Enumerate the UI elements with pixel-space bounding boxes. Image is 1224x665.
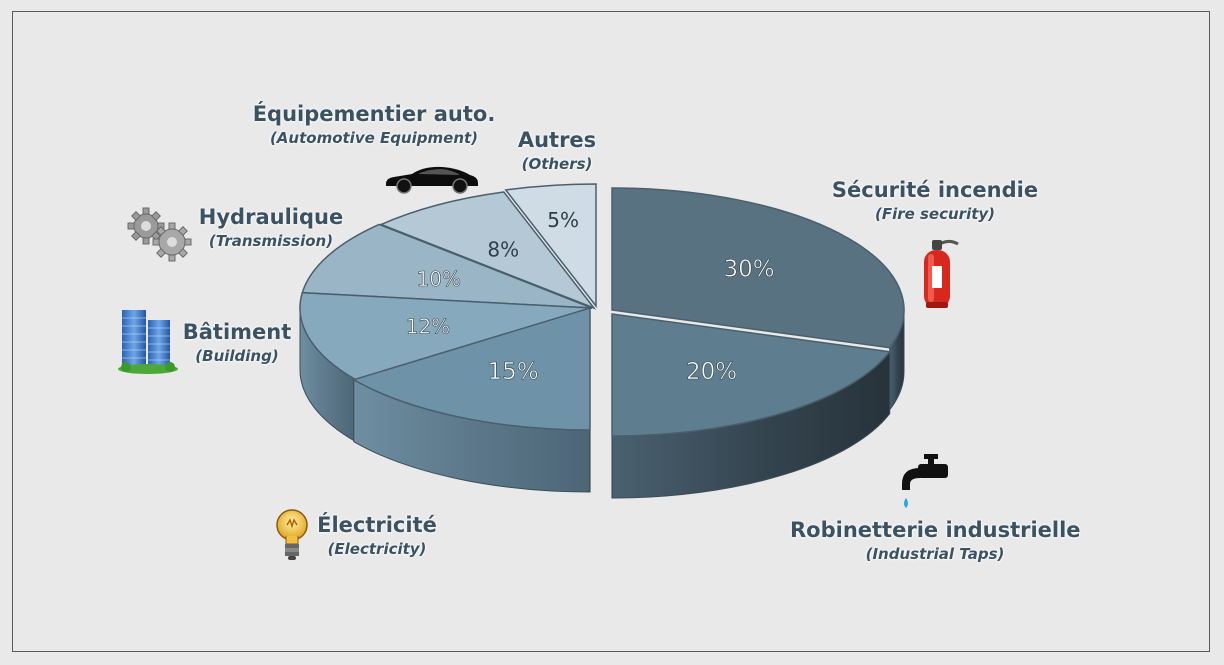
slice-label-hydraulics: Hydraulique (Transmission) <box>198 205 344 250</box>
light-bulb-icon <box>276 509 308 560</box>
slice-label-fr: Sécurité incendie <box>831 178 1039 202</box>
slice-label-automotive: Équipementier auto. (Automotive Equipmen… <box>252 102 496 147</box>
chart-frame <box>12 11 1210 652</box>
slice-value-label: 5% <box>547 208 579 232</box>
slice-label-building: Bâtiment (Building) <box>180 320 294 365</box>
slice-label-en: (Building) <box>195 347 279 365</box>
slice-top <box>301 223 593 309</box>
slice-value-label: 15% <box>488 359 539 385</box>
slice-label-en: (Others) <box>521 155 593 173</box>
slice-label-fire-security: Sécurité incendie (Fire security) <box>830 178 1040 223</box>
slice-label-others: Autres (Others) <box>510 128 604 173</box>
pie-slice <box>379 191 597 310</box>
pie-slice <box>299 291 593 443</box>
slice-top <box>299 291 593 381</box>
pie-slice <box>611 313 892 499</box>
pie-slice <box>504 183 597 309</box>
slice-label-electricity: Électricité (Electricity) <box>312 513 442 558</box>
slice-value-label: 10% <box>417 267 461 291</box>
slice-top <box>611 187 905 349</box>
slice-value-label: 30% <box>723 256 774 282</box>
slice-value-label: 8% <box>487 237 519 261</box>
slice-label-en: (Transmission) <box>208 232 334 250</box>
slice-label-fr: Hydraulique <box>198 205 344 229</box>
fire-extinguisher-icon <box>924 239 959 308</box>
slice-label-en: (Automotive Equipment) <box>269 129 479 147</box>
pie-slice <box>351 306 591 493</box>
slice-label-fr: Robinetterie industrielle <box>790 518 1081 542</box>
pie-slice <box>301 223 593 309</box>
slice-value-label: 12% <box>406 315 450 339</box>
slice-label-en: (Electricity) <box>327 540 427 558</box>
slice-label-fr: Électricité <box>317 513 437 537</box>
pie-layer: 30% 20% 15% 12% 10% 8% 5% <box>299 183 905 499</box>
slice-label-fr: Bâtiment <box>182 320 292 344</box>
slice-top <box>351 306 591 431</box>
slice-top <box>611 313 892 437</box>
slice-label-en: (Fire security) <box>874 205 996 223</box>
slice-top <box>379 191 597 310</box>
slice-label-fr: Autres <box>517 128 597 152</box>
slice-label-industrial-taps: Robinetterie industrielle (Industrial Ta… <box>790 518 1081 563</box>
gears-icon <box>127 207 192 262</box>
building-icon <box>118 310 178 374</box>
slice-label-fr: Équipementier auto. <box>252 102 496 126</box>
slice-label-en: (Industrial Taps) <box>865 545 1005 563</box>
water-tap-icon <box>902 454 948 508</box>
slice-top <box>504 183 597 309</box>
slice-value-label: 20% <box>686 359 737 385</box>
car-icon <box>386 166 478 194</box>
pie-slice <box>611 187 905 412</box>
